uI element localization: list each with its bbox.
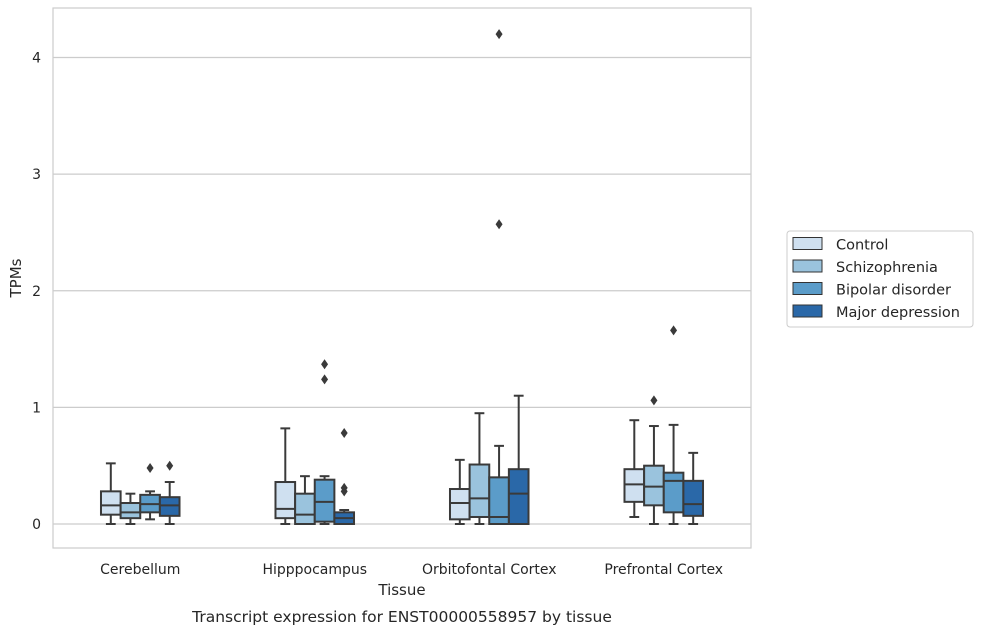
box-body: [623, 468, 646, 503]
y-tick-label: 3: [32, 167, 41, 183]
x-axis-ticks: Cerebellum Hipppocampus Orbitofontal Corte…: [100, 562, 723, 578]
box-3-3: [682, 451, 705, 525]
box-body: [119, 502, 142, 520]
y-tick-label: 1: [32, 400, 41, 416]
box-body: [274, 481, 297, 520]
y-axis-label: TPMs: [7, 258, 25, 298]
legend-entry: Control: [836, 238, 888, 254]
x-tick-label: Cerebellum: [100, 562, 180, 578]
box-body: [507, 468, 530, 525]
box-body: [99, 490, 122, 516]
legend-frame: [786, 230, 974, 328]
outlier-point: [670, 325, 678, 336]
legend-swatch: [792, 259, 823, 273]
outlier-point: [146, 463, 154, 474]
legend-swatch: [792, 237, 823, 250]
box-0-3: [158, 460, 181, 525]
outlier-point: [495, 219, 503, 230]
outlier-point: [340, 482, 348, 493]
box-1-2: [313, 359, 336, 525]
box-body: [643, 464, 665, 507]
legend-entry: Bipolar disorder: [836, 283, 951, 299]
y-tick-label: 0: [32, 517, 41, 533]
outlier-point: [166, 460, 174, 471]
box-body: [682, 479, 705, 517]
box-3-2: [662, 325, 685, 525]
x-tick-label: Prefrontal Cortex: [604, 562, 723, 578]
box-2-3: [507, 394, 530, 525]
box-body: [448, 488, 471, 521]
legend-entry: Major depression: [836, 305, 960, 321]
box-2-1: [468, 412, 491, 525]
outlier-point: [650, 395, 658, 406]
legend-entry: Schizophrenia: [836, 260, 938, 276]
box-body: [468, 463, 491, 519]
box-body: [158, 496, 181, 517]
box-1-3: [333, 428, 356, 526]
box-body: [662, 471, 685, 514]
y-tick-label: 2: [32, 284, 41, 300]
legend: Control Schizophrenia Bipolar disorder Majo…: [786, 230, 974, 328]
outlier-point: [340, 428, 348, 439]
y-tick-label: 4: [32, 51, 41, 67]
box-1-1: [294, 475, 316, 525]
box-0-2: [139, 463, 161, 521]
outlier-point: [495, 29, 503, 40]
outlier-point: [321, 374, 329, 385]
box-0-1: [119, 492, 142, 525]
legend-swatch: [792, 304, 823, 318]
box-1-0: [274, 427, 297, 525]
box-plots: [99, 29, 705, 526]
x-tick-label: Orbitofontal Cortex: [422, 562, 557, 578]
box-body: [313, 478, 336, 523]
chart-caption: Transcript expression for ENST0000055895…: [191, 608, 612, 626]
box-0-0: [99, 462, 122, 525]
outlier-point: [321, 359, 329, 370]
x-tick-label: Hipppocampus: [262, 562, 367, 578]
y-axis-ticks: 0 1 2 3 4: [32, 51, 41, 534]
x-axis-label: Tissue: [377, 581, 425, 599]
box-body: [294, 492, 316, 525]
legend-swatch: [792, 282, 823, 295]
box-2-0: [448, 458, 471, 525]
